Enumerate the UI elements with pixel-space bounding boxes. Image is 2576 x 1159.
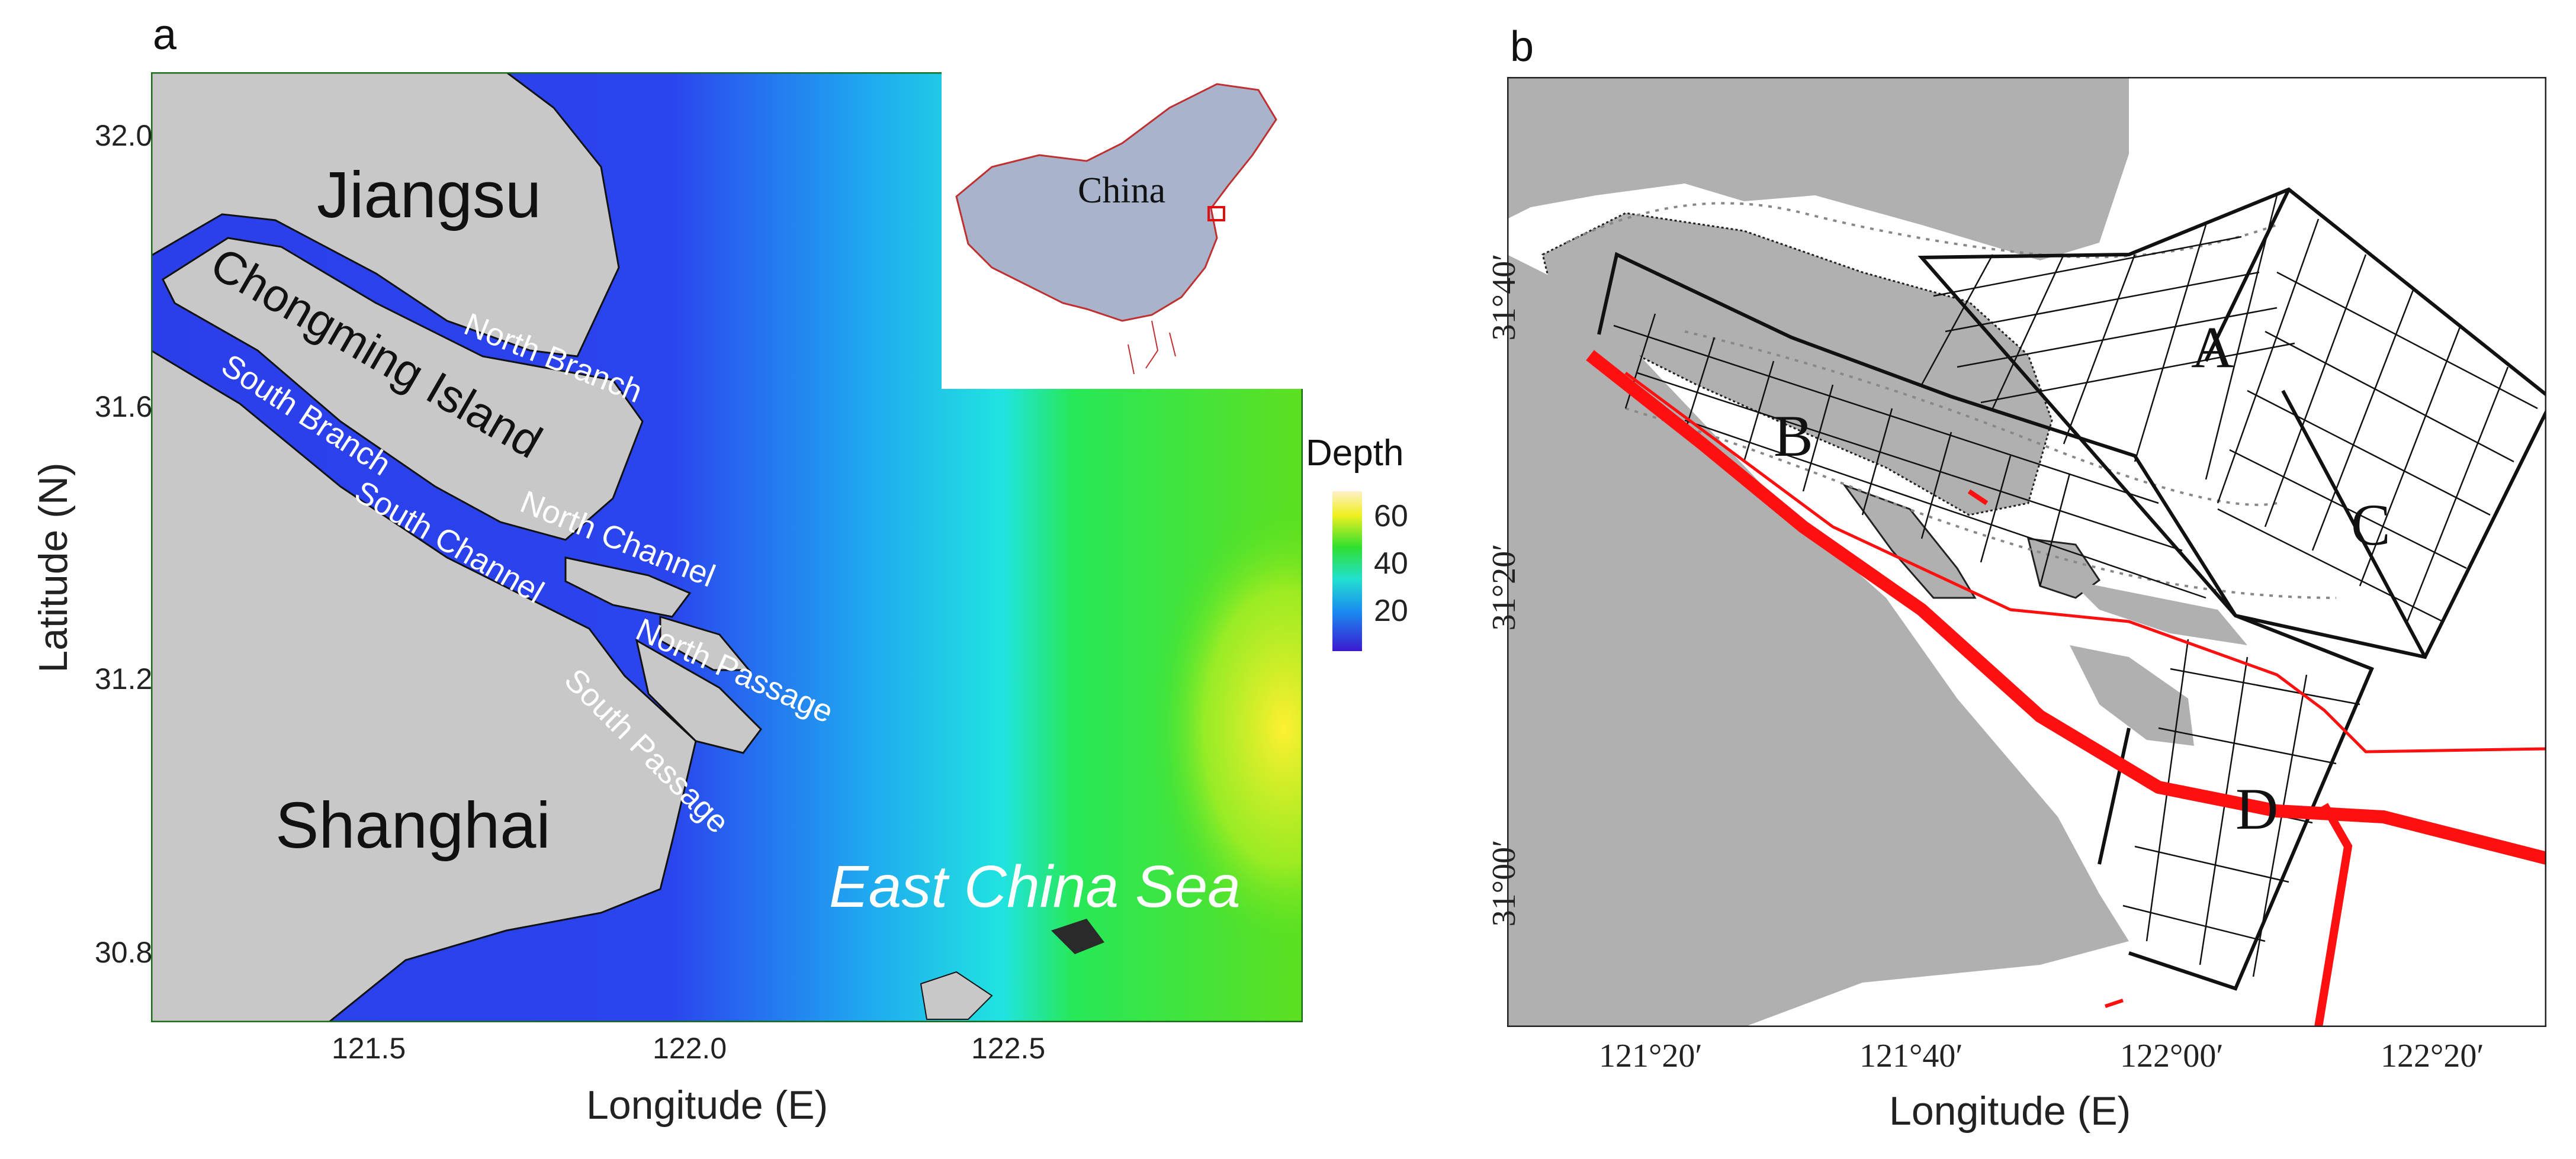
panel-a-xlabel: Longitude (E) (586, 1083, 828, 1128)
north-bank-land (1507, 77, 2129, 260)
panel-a-xtick-121.5: 121.5 (332, 1032, 406, 1065)
china-inset: China (942, 72, 1303, 389)
zone-label-c: C (2351, 492, 2391, 558)
panel-a-letter: a (153, 11, 177, 59)
panel-a-ytick-32.0: 32.0 (95, 119, 153, 152)
panel-a-map: Jiangsu Chongming Island Shanghai North … (151, 72, 1303, 1022)
panel-b-xtick-121-40: 121°40′ (1859, 1038, 1963, 1074)
shoal-b-1 (2070, 580, 2247, 645)
panel-a-xtick-122.0: 122.0 (653, 1032, 727, 1065)
label-jiangsu: Jiangsu (317, 159, 541, 231)
shoal-island-1 (564, 556, 692, 618)
panel-a-ylabel: Latitude (N) (31, 462, 76, 673)
panel-b-xtick-121-20: 121°20′ (1599, 1038, 1703, 1074)
zhoushan-islands (920, 971, 993, 1020)
zone-label-b: B (1774, 403, 1813, 469)
zone-label-d: D (2235, 776, 2278, 842)
depth-tick-60: 60 (1374, 499, 1408, 533)
chongming-island-b (1541, 212, 2053, 516)
inset-china-label: China (1078, 170, 1165, 211)
label-shanghai: Shanghai (275, 789, 551, 862)
panel-b-letter: b (1510, 23, 1534, 70)
label-east-china-sea: East China Sea (829, 854, 1241, 920)
shanghai-land (151, 349, 697, 1022)
shoal-b-2 (2070, 645, 2194, 746)
depth-colorbar (1332, 491, 1362, 651)
zone-label-a: A (2191, 314, 2234, 380)
panel-b-xtick-122-20: 122°20′ (2381, 1038, 2484, 1074)
chongming-island (162, 237, 644, 541)
south-bank-land (1507, 255, 2129, 1027)
panel-b-map: A B C D (1507, 77, 2546, 1027)
shoal-island-2 (659, 615, 751, 671)
study-area-marker (1207, 206, 1225, 221)
zone-grid (1597, 187, 2546, 991)
panel-b-ytick-31-20: 31°20′ (1486, 543, 1523, 631)
depth-legend-title: Depth (1306, 433, 1404, 474)
panel-a-ytick-30.8: 30.8 (95, 936, 153, 969)
panel-b-xtick-122-00: 122°00′ (2120, 1038, 2224, 1074)
depth-tick-40: 40 (1374, 546, 1408, 581)
panel-a-ytick-31.6: 31.6 (95, 390, 153, 423)
panel-a-xtick-122.5: 122.5 (971, 1032, 1046, 1065)
panel-a-ytick-31.2: 31.2 (95, 662, 153, 696)
panel-b-ytick-31-00: 31°00′ (1486, 839, 1523, 927)
changxing-island (1842, 483, 1977, 599)
panel-b-xlabel: Longitude (E) (1889, 1089, 2131, 1134)
panel-b-ytick-31-40: 31°40′ (1486, 253, 1523, 341)
jiangsu-land (151, 72, 620, 358)
shipping-routes (1586, 350, 2546, 1027)
jiuduansha-island (635, 639, 762, 754)
depth-tick-20: 20 (1374, 594, 1408, 628)
